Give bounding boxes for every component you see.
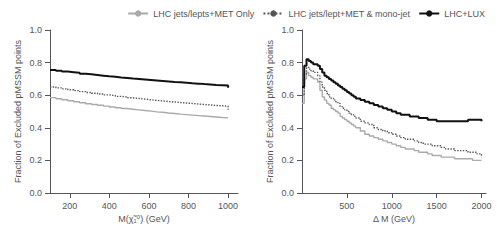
svg-text:500: 500 [339, 201, 354, 211]
svg-text:1000: 1000 [382, 201, 402, 211]
svg-text:LHC jets/lepts+MET Only: LHC jets/lepts+MET Only [153, 9, 255, 19]
svg-text:1.0: 1.0 [29, 25, 42, 35]
svg-text:2000: 2000 [471, 201, 491, 211]
svg-text:Fraction of Excluded pMSSM poi: Fraction of Excluded pMSSM points [13, 39, 23, 183]
svg-text:200: 200 [62, 201, 77, 211]
svg-text:0.8: 0.8 [281, 58, 294, 68]
svg-text:LHC jets/lept+MET & mono-jet: LHC jets/lept+MET & mono-jet [288, 9, 410, 19]
svg-text:0.4: 0.4 [281, 123, 294, 133]
svg-text:1.0: 1.0 [281, 25, 294, 35]
svg-text:1500: 1500 [427, 201, 447, 211]
svg-text:0.2: 0.2 [29, 155, 42, 165]
svg-text:Δ M (GeV): Δ M (GeV) [373, 214, 415, 224]
svg-text:0.8: 0.8 [29, 58, 42, 68]
svg-text:400: 400 [102, 201, 117, 211]
svg-text:LHC+LUX: LHC+LUX [444, 9, 485, 19]
svg-text:Fraction of Excluded pMSSM poi: Fraction of Excluded pMSSM points [265, 39, 275, 183]
svg-text:0.2: 0.2 [281, 155, 294, 165]
svg-text:0.6: 0.6 [29, 90, 42, 100]
svg-text:0.0: 0.0 [281, 188, 294, 198]
svg-text:M(χ̃₁⁰) (GeV): M(χ̃₁⁰) (GeV) [118, 214, 169, 224]
svg-text:0.0: 0.0 [29, 188, 42, 198]
svg-text:800: 800 [181, 201, 196, 211]
svg-text:0.6: 0.6 [281, 90, 294, 100]
svg-text:600: 600 [141, 201, 156, 211]
svg-text:0.4: 0.4 [29, 123, 42, 133]
svg-text:1000: 1000 [218, 201, 238, 211]
